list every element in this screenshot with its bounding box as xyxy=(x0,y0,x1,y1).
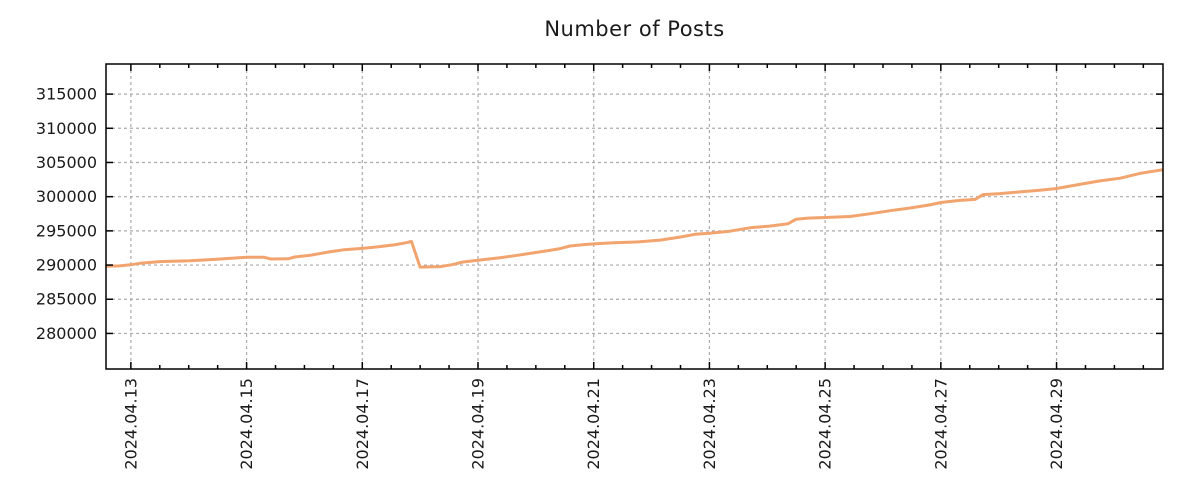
y-tick-label: 290000 xyxy=(36,256,97,275)
y-tick-label: 315000 xyxy=(36,85,97,104)
y-tick-label: 305000 xyxy=(36,153,97,172)
x-tick-label: 2024.04.21 xyxy=(584,378,603,470)
y-tick-label: 280000 xyxy=(36,324,97,343)
x-tick-label: 2024.04.23 xyxy=(700,378,719,470)
x-tick-label: 2024.04.17 xyxy=(353,378,372,470)
x-tick-label: 2024.04.27 xyxy=(931,378,950,470)
y-tick-label: 310000 xyxy=(36,119,97,138)
y-tick-label: 285000 xyxy=(36,290,97,309)
y-tick-label: 300000 xyxy=(36,187,97,206)
y-tick-label: 295000 xyxy=(36,221,97,240)
x-tick-label: 2024.04.29 xyxy=(1047,378,1066,470)
x-tick-label: 2024.04.13 xyxy=(121,378,140,470)
x-tick-label: 2024.04.15 xyxy=(237,378,256,470)
chart-title: Number of Posts xyxy=(544,17,725,41)
x-tick-label: 2024.04.25 xyxy=(816,378,835,470)
x-tick-label: 2024.04.19 xyxy=(469,378,488,470)
series-posts xyxy=(106,168,1163,269)
